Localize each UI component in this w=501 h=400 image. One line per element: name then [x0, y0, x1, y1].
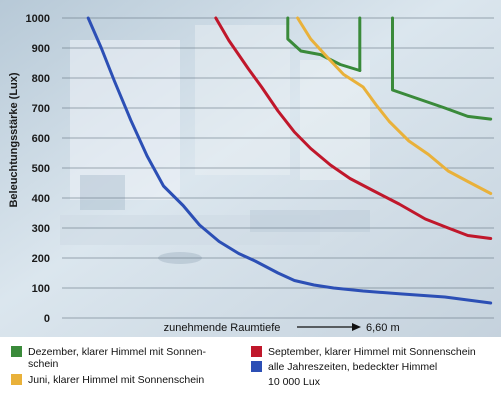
legend-label-september: September, klarer Himmel mit Sonnenschei… [268, 346, 476, 358]
x-axis-end-label: 6,60 m [366, 322, 400, 334]
legend-swatch-dezember [11, 346, 22, 357]
series-lines [86, 16, 493, 305]
grid [62, 17, 494, 319]
y-tick-label-0: 0 [44, 313, 50, 325]
series-line-2-0 [214, 16, 493, 240]
y-tick-label-600: 600 [32, 133, 50, 145]
legend-item-dezember: Dezember, klarer Himmel mit Sonnen- sche… [11, 346, 206, 370]
legend-item-bedeckt: alle Jahreszeiten, bedeckter Himmel [251, 361, 437, 373]
photo-detail [80, 175, 125, 210]
y-tick-label-500: 500 [32, 163, 50, 175]
legend-item-juni: Juni, klarer Himmel mit Sonnenschein [11, 374, 204, 386]
legend-label-dezember: Dezember, klarer Himmel mit Sonnen- sche… [28, 346, 206, 370]
series-line-0-2 [391, 16, 493, 121]
legend: Dezember, klarer Himmel mit Sonnen- sche… [0, 337, 501, 400]
legend-label-juni: Juni, klarer Himmel mit Sonnenschein [28, 374, 205, 386]
series-3 [86, 16, 493, 305]
x-axis-label: zunehmende Raumtiefe [164, 322, 281, 334]
y-tick-label-100: 100 [32, 283, 50, 295]
photo-detail [300, 60, 370, 180]
legend-swatch-september [251, 346, 262, 357]
chart-plot: 0 100 200 300 400 500 600 700 800 900 1000 Beleuch… [0, 0, 501, 337]
series-2 [214, 16, 493, 240]
photo-detail [195, 25, 290, 175]
series-line-1-0 [296, 16, 493, 195]
y-tick-label-200: 200 [32, 253, 50, 265]
legend-swatch-juni [11, 374, 22, 385]
y-tick-label-800: 800 [32, 73, 50, 85]
y-axis-label: Beleuchtungsstärke (Lux) [8, 72, 20, 207]
y-tick-label-400: 400 [32, 193, 50, 205]
y-tick-label-700: 700 [32, 103, 50, 115]
y-tick-label-300: 300 [32, 223, 50, 235]
legend-swatch-bedeckt [251, 361, 262, 372]
x-axis-arrow [297, 323, 361, 331]
series-line-0-0 [286, 16, 362, 72]
legend-label-bedeckt: alle Jahreszeiten, bedeckter Himmel [268, 361, 438, 373]
legend-note-lux: 10 000 Lux [268, 376, 320, 388]
series-0 [286, 16, 493, 121]
photo-detail [70, 40, 180, 200]
y-tick-label-1000: 1000 [26, 13, 50, 25]
legend-item-september: September, klarer Himmel mit Sonnenschei… [251, 346, 476, 358]
y-tick-labels: 0 100 200 300 400 500 600 700 800 900 1000 [26, 13, 50, 325]
y-tick-label-900: 900 [32, 43, 50, 55]
photo-background [0, 0, 501, 337]
photo-detail [250, 210, 370, 232]
series-line-3-0 [86, 16, 493, 305]
series-1 [296, 16, 493, 195]
